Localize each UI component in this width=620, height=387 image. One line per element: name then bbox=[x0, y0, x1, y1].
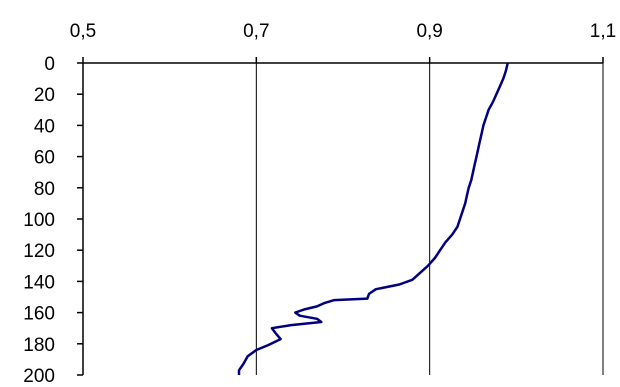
x-tick-label: 0,5 bbox=[70, 21, 96, 42]
x-tick-label: 0,9 bbox=[416, 21, 442, 42]
series-layer bbox=[237, 62, 509, 375]
y-tick-labels: 0 20 40 60 80 100 120 140 160 180 200 bbox=[23, 54, 55, 387]
y-tick-label: 40 bbox=[34, 116, 55, 137]
series-line bbox=[237, 62, 509, 375]
x-tick-labels: 0,5 0,7 0,9 1,1 bbox=[70, 21, 616, 42]
y-tick-label: 0 bbox=[44, 54, 55, 75]
y-tick-label: 100 bbox=[23, 210, 55, 231]
y-tick-label: 140 bbox=[23, 272, 55, 293]
y-tick-label: 60 bbox=[34, 148, 55, 169]
y-tick-label: 80 bbox=[34, 179, 55, 200]
y-tick-label: 20 bbox=[34, 85, 55, 106]
gridlines bbox=[255, 63, 604, 375]
y-tick-label: 180 bbox=[23, 335, 55, 356]
x-tick-label: 0,7 bbox=[243, 21, 269, 42]
x-tick-label: 1,1 bbox=[590, 21, 616, 42]
y-tick-label: 160 bbox=[23, 304, 55, 325]
axes bbox=[77, 57, 604, 376]
y-tick-label: 120 bbox=[23, 241, 55, 262]
y-tick-label: 200 bbox=[23, 366, 55, 387]
